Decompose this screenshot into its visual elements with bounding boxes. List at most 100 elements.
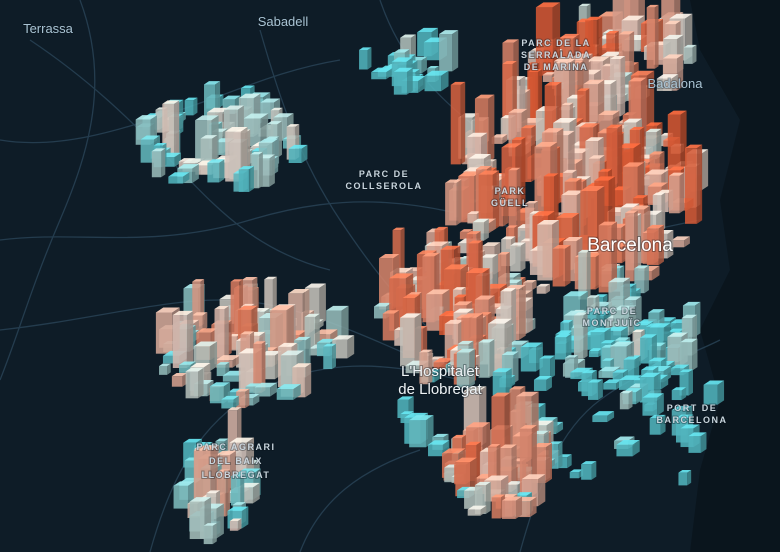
extrusion-face <box>554 333 572 338</box>
extrusion-face <box>628 390 633 410</box>
extrusion-face <box>600 340 616 344</box>
extrusion-face <box>610 346 627 373</box>
extrusion-face <box>623 359 635 380</box>
extrusion-face <box>455 457 477 463</box>
extrusion-face <box>510 245 521 272</box>
extrusion-face <box>696 144 703 224</box>
extrusion-face <box>478 170 500 175</box>
extrusion-face <box>488 218 496 234</box>
extrusion-face <box>670 323 684 331</box>
extrusion-face <box>651 334 657 364</box>
extrusion-face <box>456 352 470 388</box>
extrusion-face <box>491 497 501 519</box>
extrusion-face <box>232 502 246 505</box>
extrusion-face <box>223 105 244 110</box>
extrusion-face <box>392 227 405 231</box>
extrusion-face <box>656 78 672 91</box>
extrusion-face <box>172 315 187 368</box>
extrusion-face <box>516 391 539 397</box>
extrusion-face <box>603 379 623 384</box>
extrusion-face <box>618 31 635 35</box>
extrusion-face <box>675 414 694 419</box>
extrusion-face <box>151 151 162 178</box>
extrusion-face <box>622 162 645 167</box>
extrusion-face <box>681 387 687 401</box>
extrusion-face <box>542 74 552 82</box>
extrusion-face <box>573 315 584 359</box>
extrusion-face <box>619 393 629 410</box>
extrusion-face <box>583 79 605 85</box>
extrusion-face <box>173 100 180 157</box>
labels: Terrassa Sabadell PARC DE LA SERRALADA D… <box>22 13 727 481</box>
extrusion-face <box>272 276 277 312</box>
extrusion-face <box>461 313 484 318</box>
extrusion-face <box>315 313 320 349</box>
extrusion-face <box>227 410 238 462</box>
extrusion-face <box>663 34 684 40</box>
extrusion-face <box>505 484 518 495</box>
extrusion-face <box>632 331 641 362</box>
extrusion-face <box>505 368 512 396</box>
extrusion-face <box>305 363 312 398</box>
extrusion-face <box>684 236 690 248</box>
extrusion-face <box>216 450 236 455</box>
extrusion-face <box>195 165 212 175</box>
extrusion-face <box>598 371 614 378</box>
extrusion-face <box>671 236 690 241</box>
extrusion-face <box>654 4 659 69</box>
extrusion-face <box>586 249 591 300</box>
extrusion-face <box>270 382 278 397</box>
extrusion-face <box>209 382 231 387</box>
extrusion-face <box>270 305 294 311</box>
extrusion-face <box>679 372 689 396</box>
extrusion-face <box>294 336 311 341</box>
extrusion-face <box>222 95 241 100</box>
place-label: Sabadell <box>258 14 309 29</box>
extrusion-face <box>259 151 263 189</box>
extrusion-face <box>454 294 468 298</box>
extrusion-face <box>502 500 516 519</box>
extrusion-face <box>459 231 469 240</box>
extrusion-face <box>634 321 654 326</box>
extrusion-face <box>656 74 679 79</box>
extrusion-face <box>191 312 208 316</box>
extrusion-face <box>630 70 655 76</box>
extrusion-face <box>397 399 409 419</box>
extrusion-face <box>193 445 218 451</box>
extrusion-face <box>464 490 477 509</box>
extrusion-face <box>502 60 517 64</box>
extrusion-face <box>260 113 269 147</box>
extrusion-face <box>509 389 521 455</box>
extrusion-face <box>278 342 298 347</box>
place-label: Terrassa <box>23 21 74 36</box>
extrusion-face <box>238 93 261 99</box>
extrusion-face <box>227 407 242 411</box>
extrusion-face <box>186 310 194 368</box>
extrusion-face <box>258 138 279 143</box>
extrusion-face <box>491 137 503 144</box>
extrusion-face <box>373 306 387 319</box>
extrusion-face <box>264 279 273 312</box>
extrusion-face <box>639 372 661 377</box>
extrusion-face <box>444 319 465 324</box>
park-label: SERRALADA <box>521 50 591 60</box>
extrusion-face <box>573 312 588 316</box>
extrusion-face <box>254 387 271 397</box>
extrusion-face <box>502 39 519 43</box>
extrusion-face <box>508 170 517 239</box>
extrusion-face <box>480 254 498 258</box>
extrusion-face <box>269 154 275 187</box>
extrusion-face <box>237 468 261 474</box>
extrusion-face <box>378 253 400 259</box>
place-label: Badalona <box>648 76 704 91</box>
extrusion-face <box>427 65 439 69</box>
extrusion-face <box>600 51 623 57</box>
extrusion-face <box>652 192 666 196</box>
extrusion-face <box>230 279 243 282</box>
extrusion-face <box>537 224 553 281</box>
extrusion-face <box>605 319 620 330</box>
extrusion-face <box>428 444 443 457</box>
extrusion-face <box>215 355 241 361</box>
extrusion-face <box>523 282 533 290</box>
extrusion-face <box>207 162 220 183</box>
